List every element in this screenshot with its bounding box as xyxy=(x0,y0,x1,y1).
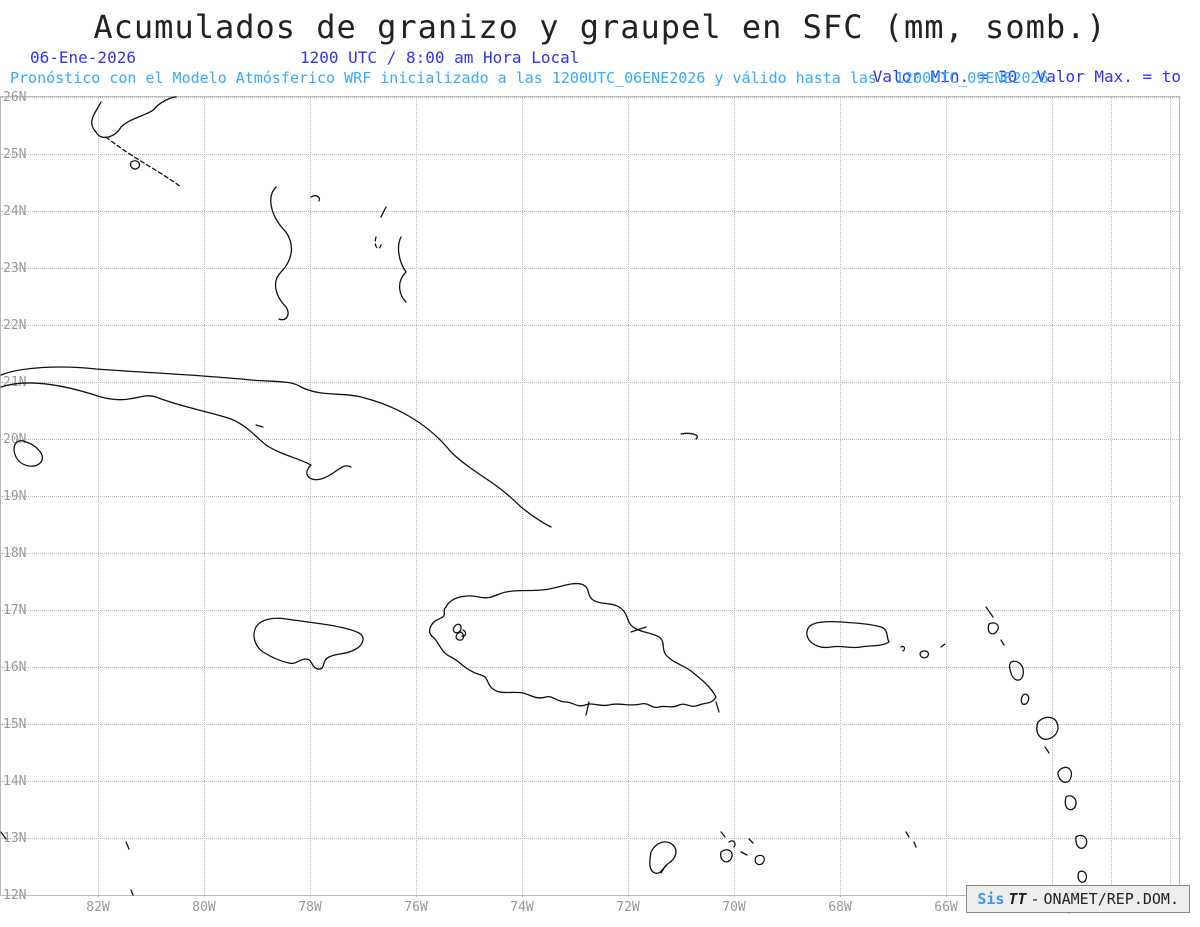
header-date: 06-Ene-2026 xyxy=(30,48,136,67)
header-forecast-line: Pronóstico con el Modelo Atmósferico WRF… xyxy=(10,69,1049,87)
legend-dash: - xyxy=(1031,890,1040,908)
map-page: Acumulados de granizo y graupel en SFC (… xyxy=(0,0,1200,927)
x-axis-label: 68W xyxy=(815,900,865,915)
map-plot-area[interactable]: 26N 25N 24N 23N 22N 21N 20N 19N 18N 17N … xyxy=(0,96,1180,896)
x-axis-label: 74W xyxy=(497,900,547,915)
header-utc-local: 1200 UTC / 8:00 am Hora Local xyxy=(300,48,579,67)
coastline-map xyxy=(1,97,1181,897)
chart-title: Acumulados de granizo y graupel en SFC (… xyxy=(0,8,1200,46)
legend-source-label: ONAMET/REP.DOM. xyxy=(1044,890,1179,908)
x-axis-label: 78W xyxy=(285,900,335,915)
legend-tt-label: TT xyxy=(1008,890,1026,908)
source-attribution[interactable]: Sis TT - ONAMET/REP.DOM. xyxy=(966,885,1190,913)
x-axis-label: 66W xyxy=(921,900,971,915)
x-axis-label: 80W xyxy=(179,900,229,915)
x-axis-label: 72W xyxy=(603,900,653,915)
x-axis-label: 82W xyxy=(73,900,123,915)
legend-sis-label: Sis xyxy=(977,890,1004,908)
x-axis-label: 76W xyxy=(391,900,441,915)
x-axis-label: 70W xyxy=(709,900,759,915)
